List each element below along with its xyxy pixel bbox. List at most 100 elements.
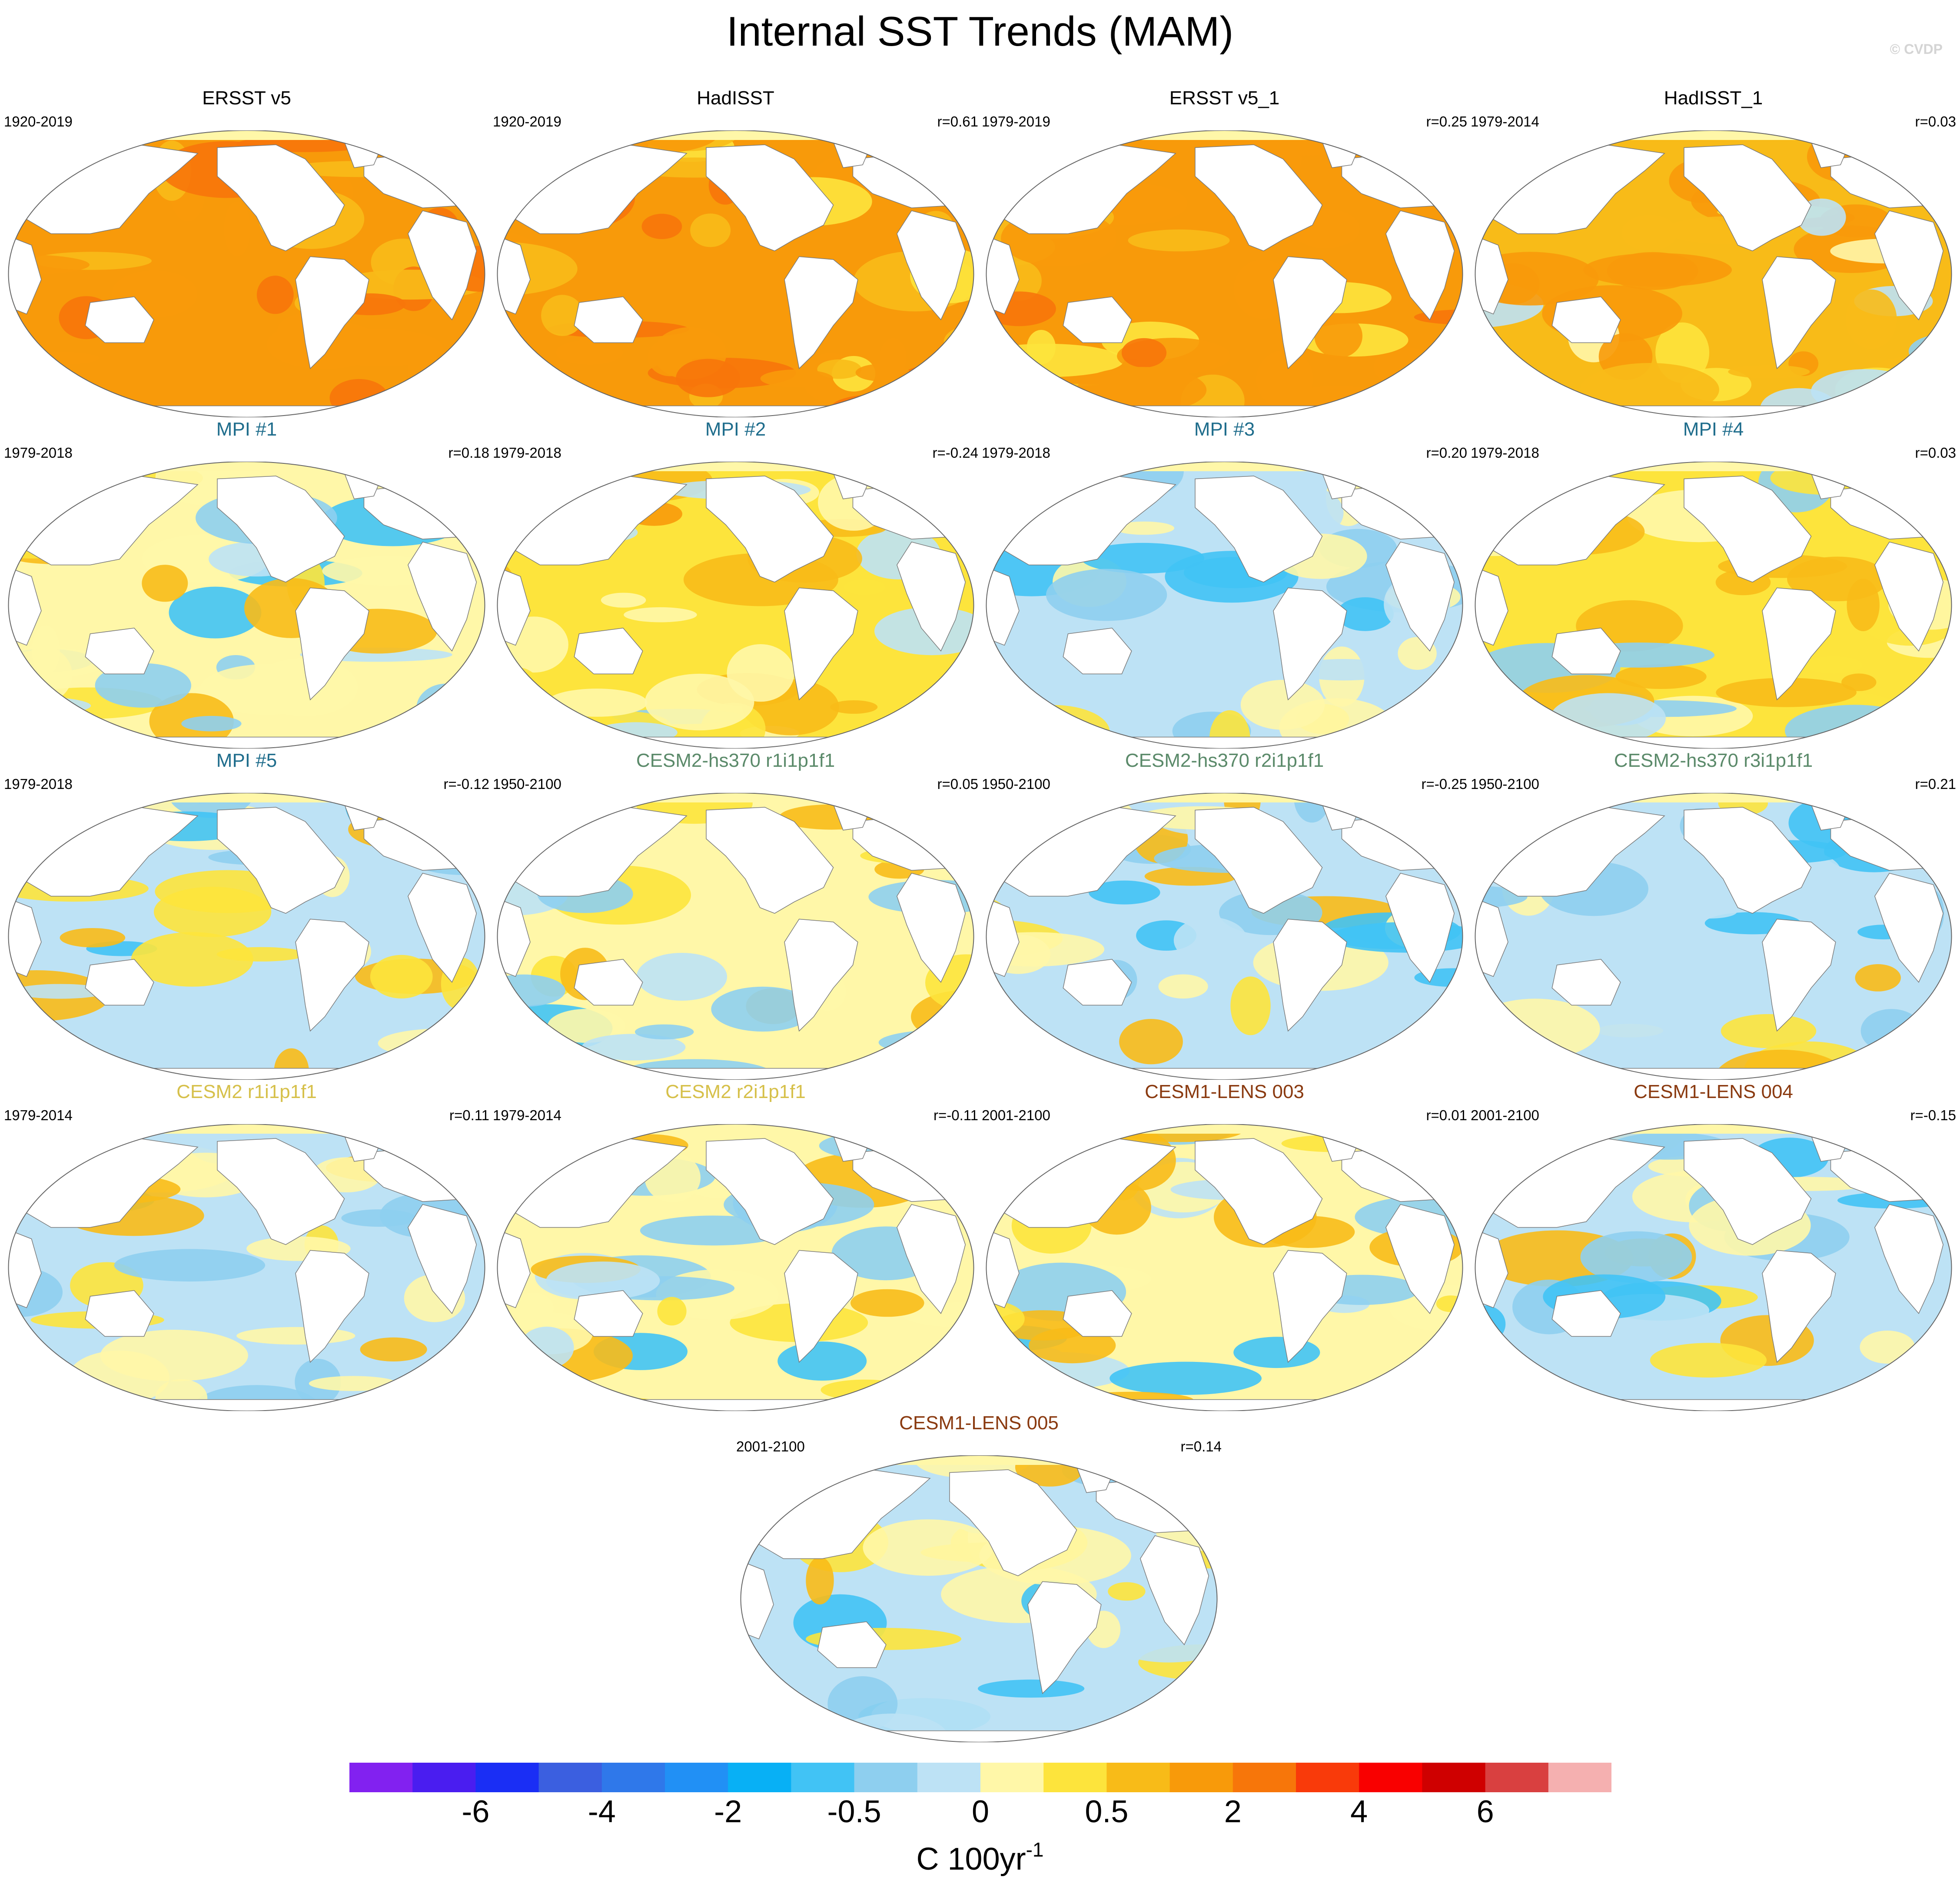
panel-title: MPI #5 — [216, 750, 277, 771]
trend-contour — [1681, 905, 1737, 919]
land-northAmerica — [1195, 144, 1323, 252]
land-northAmerica — [706, 807, 834, 914]
arctic-band — [8, 1124, 485, 1134]
trend-contour — [1046, 569, 1167, 621]
land-southAmerica — [784, 256, 858, 369]
trend-contour — [341, 1209, 417, 1227]
trend-contour — [1650, 1343, 1767, 1378]
trend-contour — [1855, 964, 1901, 992]
colorbar-tick-label: -2 — [714, 1794, 742, 1829]
trend-contour — [1621, 215, 1678, 251]
panel-years: 1979-2014 — [4, 1107, 73, 1123]
trend-contour — [407, 1134, 485, 1152]
map-panel: CESM1-LENS 003 2001-2100 r=0.01 — [980, 1081, 1469, 1411]
colorbar-swatch — [1169, 1763, 1233, 1792]
panel-correlation: r=0.05 — [937, 776, 979, 792]
trend-contour — [1728, 365, 1810, 379]
trend-contour — [309, 1376, 398, 1391]
land-australia — [1551, 296, 1621, 343]
land-northAmerica — [706, 476, 834, 583]
trend-contour — [1108, 1582, 1146, 1601]
sst-trend-map — [1475, 793, 1952, 1080]
trend-contour — [635, 1024, 694, 1039]
map-panel: CESM2-hs370 r2i1p1f1 1950-2100 r=-0.25 — [980, 749, 1469, 1080]
map-panel: HadISST 1920-2019 r=0.61 — [491, 87, 980, 417]
land-antarctica — [540, 405, 931, 417]
land-antarctica — [51, 405, 442, 417]
land-australia — [1063, 959, 1132, 1006]
arctic-band — [497, 1124, 974, 1134]
trend-contour — [1240, 680, 1325, 730]
panel-years: 1979-2018 — [1471, 445, 1539, 461]
land-australia — [574, 1290, 643, 1337]
arctic-band — [497, 130, 974, 140]
trend-contour — [1580, 1231, 1692, 1283]
trend-contour — [1132, 609, 1247, 659]
trend-contour — [1089, 880, 1160, 905]
trend-contour — [8, 462, 48, 512]
map-border — [986, 1124, 1463, 1411]
panel-title: MPI #4 — [1683, 419, 1744, 440]
arctic-band — [986, 130, 1463, 140]
colorbar-swatch — [1043, 1763, 1107, 1792]
trend-contour — [821, 1379, 909, 1401]
land-antarctica — [1029, 1399, 1420, 1411]
trend-contour — [541, 295, 584, 336]
copyright-label: © CVDP — [1890, 41, 1943, 57]
panel-years: 2001-2100 — [1471, 1107, 1539, 1123]
trend-contour — [510, 1038, 537, 1058]
panel-years: 1979-2018 — [493, 445, 561, 461]
map-panel: CESM2-hs370 r3i1p1f1 1950-2100 r=0.21 — [1469, 749, 1958, 1080]
land-africaE — [896, 872, 966, 983]
trend-contour — [256, 276, 294, 314]
colorbar-tick-label: -4 — [588, 1794, 616, 1829]
land-antarctica — [1518, 1399, 1909, 1411]
land-antarctica — [1518, 405, 1909, 417]
trend-contour — [1027, 329, 1056, 365]
colorbar-swatch — [601, 1763, 665, 1792]
trend-contour — [360, 1337, 427, 1361]
trend-contour — [1158, 974, 1208, 999]
trend-contour — [986, 157, 1040, 195]
land-northAmerica — [1684, 476, 1812, 583]
panel-years: 1979-2018 — [982, 445, 1050, 461]
trend-contour — [1389, 1049, 1463, 1063]
trend-contour — [923, 1034, 974, 1071]
trend-contour — [1805, 656, 1863, 674]
colorbar-swatch — [412, 1763, 476, 1792]
trend-contour — [378, 130, 452, 163]
colorbar-tick-label: 0.5 — [1085, 1794, 1129, 1829]
trend-contour — [986, 709, 1024, 749]
trend-contour — [380, 1048, 485, 1080]
map-panel: ERSST v5 1920-2019 — [2, 87, 491, 417]
land-africaE — [1874, 872, 1944, 983]
sst-trend-map — [986, 793, 1463, 1080]
land-southAmerica — [1273, 587, 1347, 701]
land-southAmerica — [784, 587, 858, 701]
units-exponent: -1 — [1026, 1838, 1044, 1861]
trend-contour — [897, 1365, 974, 1411]
land-africaE — [1385, 1204, 1455, 1314]
land-northAmerica — [1195, 807, 1323, 914]
trend-contour — [636, 953, 727, 1001]
land-australia — [574, 959, 643, 1006]
trend-contour — [624, 607, 697, 622]
land-antarctica — [1518, 736, 1909, 749]
map-border — [986, 793, 1463, 1080]
panel-correlation: r=0.25 — [1426, 113, 1468, 130]
trend-contour — [648, 338, 692, 376]
land-antarctica — [1029, 736, 1420, 749]
arctic-band — [986, 462, 1463, 471]
trend-contour — [407, 338, 438, 399]
map-border — [497, 793, 974, 1080]
map-panel: CESM2 r1i1p1f1 1979-2014 r=0.11 — [2, 1081, 491, 1411]
panel-years: 1950-2100 — [1471, 776, 1539, 792]
trend-contour — [919, 1138, 974, 1171]
colorbar-swatch — [1548, 1763, 1611, 1792]
panel-title: CESM1-LENS 004 — [1634, 1081, 1793, 1102]
panel-years: 1979-2018 — [4, 445, 73, 461]
land-southAmerica — [1273, 1250, 1347, 1363]
panel-title: ERSST v5 — [202, 87, 291, 109]
panel-years: 1950-2100 — [493, 776, 561, 792]
trend-contour — [986, 799, 1076, 821]
